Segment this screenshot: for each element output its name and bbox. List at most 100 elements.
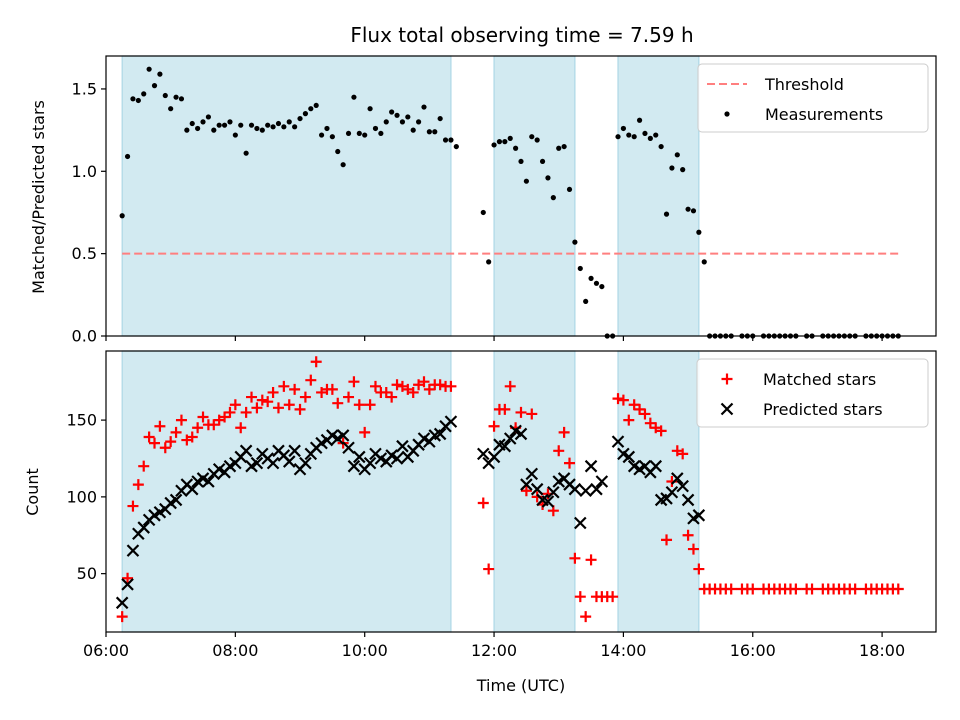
measurement-point <box>518 158 524 165</box>
measurement-point <box>151 83 158 89</box>
measurement-point <box>378 130 384 137</box>
predicted-star-point <box>579 484 592 498</box>
predicted-star-point <box>487 450 501 464</box>
measurement-point <box>254 125 260 132</box>
measurement-point <box>232 132 238 138</box>
measurement-point <box>372 125 379 132</box>
matched-star-point <box>256 394 268 406</box>
measurement-point <box>399 119 406 125</box>
matched-star-point <box>175 414 187 426</box>
y-tick-label: 150 <box>66 411 97 430</box>
top-legend: Threshold Measurements <box>697 63 929 133</box>
x-tick-label: 12:00 <box>471 641 517 660</box>
measurement-point <box>297 115 303 122</box>
top-x-ticks <box>105 336 883 341</box>
matched-star-point <box>725 583 737 595</box>
measurement-point <box>389 109 395 115</box>
legend-measurements-swatch <box>724 111 730 117</box>
matched-star-point <box>569 552 581 564</box>
predicted-star-point <box>590 482 603 496</box>
measurement-point <box>162 92 168 99</box>
predicted-star-point <box>681 493 695 507</box>
y-tick-label: 0.0 <box>72 327 97 346</box>
measurement-point <box>130 96 136 102</box>
measurement-point <box>556 145 562 151</box>
matched-star-point <box>386 391 398 403</box>
predicted-star-point <box>288 444 301 458</box>
measurement-point <box>653 132 659 138</box>
matched-star-point <box>574 591 586 603</box>
predicted-star-point <box>665 485 679 499</box>
measurement-point <box>690 208 697 214</box>
measurement-point <box>636 117 643 123</box>
measurement-point <box>599 283 605 290</box>
measurement-point <box>437 115 443 122</box>
matched-star-point <box>359 426 371 438</box>
top-y-axis-label: Matched/Predicted stars <box>29 100 48 294</box>
matched-star-point <box>488 420 500 432</box>
matched-star-point <box>127 500 139 512</box>
matched-star-point <box>434 379 446 391</box>
observing-window <box>121 55 452 337</box>
predicted-star-point <box>250 456 264 470</box>
matched-star-point <box>558 426 570 438</box>
predicted-star-point <box>342 441 355 455</box>
observing-window <box>493 55 576 337</box>
predicted-star-point <box>115 596 129 610</box>
matched-star-point <box>661 534 673 546</box>
measurement-point <box>335 148 341 155</box>
bottom-y-ticks: 50 100 150 <box>66 411 106 583</box>
matched-star-point <box>332 397 344 409</box>
predicted-star-point <box>444 415 458 428</box>
matched-star-point <box>483 563 495 575</box>
measurement-point <box>502 139 508 145</box>
bottom-observing-windows <box>121 350 700 633</box>
measurement-point <box>680 167 686 173</box>
matched-star-point <box>353 399 365 411</box>
count-panel: 50 100 150 06:00 08:00 10:00 12:00 14:00 16:00 1… <box>23 350 937 695</box>
matched-star-point <box>224 406 236 418</box>
bottom-x-ticks: 06:00 08:00 10:00 12:00 14:00 16:00 18:00 <box>83 632 905 660</box>
measurement-point <box>345 130 352 137</box>
legend-matched-label: Matched stars <box>763 370 876 389</box>
measurement-point <box>631 134 637 140</box>
measurement-point <box>248 122 255 128</box>
predicted-star-point <box>692 509 706 522</box>
matched-star-point <box>272 402 284 414</box>
legend-predicted-label: Predicted stars <box>763 400 883 419</box>
matched-star-point <box>310 356 322 368</box>
measurement-point <box>146 66 152 72</box>
matched-star-point <box>143 431 155 443</box>
y-tick-label: 1.0 <box>72 162 97 181</box>
predicted-star-point <box>202 475 215 488</box>
measurement-point <box>566 186 573 193</box>
matched-star-point <box>262 396 274 408</box>
matched-star-point <box>849 583 861 595</box>
matched-star-point <box>504 380 516 392</box>
measurement-point <box>119 213 125 219</box>
predicted-star-point <box>568 482 582 496</box>
measurement-point <box>448 137 454 143</box>
measurement-point <box>696 229 702 235</box>
measurement-point <box>195 125 201 132</box>
matched-star-point <box>520 485 532 497</box>
matched-star-point <box>499 403 511 415</box>
measurement-point <box>572 239 578 245</box>
matched-star-point <box>639 408 651 420</box>
predicted-star-point <box>390 452 404 465</box>
matched-stars-points <box>116 356 904 623</box>
predicted-star-point <box>266 456 280 470</box>
matched-star-point <box>348 376 360 388</box>
predicted-star-point <box>547 485 560 499</box>
measurement-point <box>383 119 389 125</box>
y-tick-label: 1.5 <box>72 79 97 98</box>
matched-star-point <box>553 445 565 457</box>
measurement-point <box>620 125 627 132</box>
measurement-point <box>184 127 190 133</box>
measurement-point <box>243 150 249 156</box>
measurement-point <box>496 139 503 145</box>
matched-star-point <box>197 411 209 423</box>
legend-threshold-label: Threshold <box>764 75 844 94</box>
predicted-star-point <box>503 432 517 445</box>
